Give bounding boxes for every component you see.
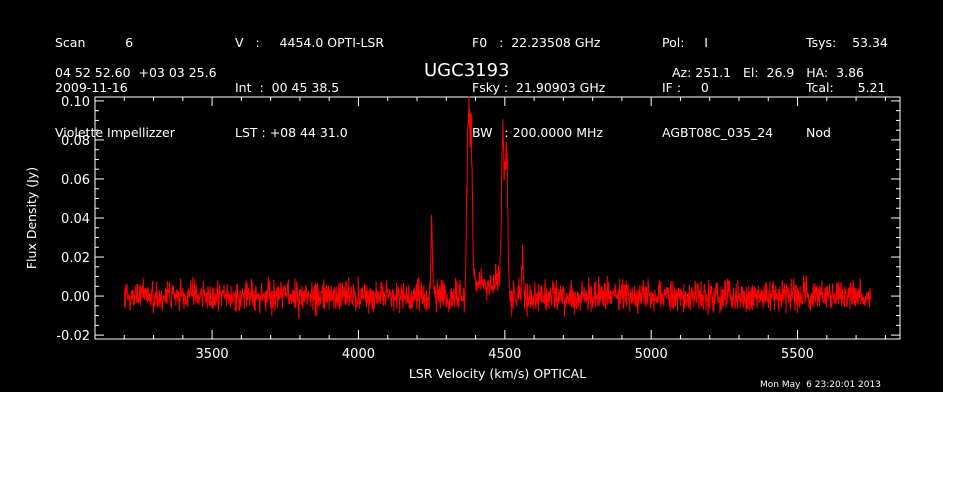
obs-mode: Nod	[806, 125, 831, 140]
y-tick-label: 0.00	[61, 290, 90, 305]
observer-name: Violette Impellizzer	[55, 125, 175, 140]
plot-panel: 3500 4000 4500 5000 5500 -0.02 0.00 0.02 0.04 0.0…	[0, 0, 943, 392]
y-tick-label: 0.02	[61, 251, 90, 266]
y-axis-label: Flux Density (Jy)	[24, 167, 39, 269]
project-id: AGBT08C_035_24	[662, 125, 774, 140]
header-tsys-block: Tsys: 53.34 Tcal: 5.21 Nod	[806, 5, 888, 170]
header-scan-block: Scan 6 2009-11-16 Violette Impellizzer	[55, 5, 175, 170]
plot-timestamp: Mon May 6 23:20:01 2013	[760, 380, 881, 390]
header-frequency-block: F0 : 22.23508 GHz Fsky : 21.90903 GHz BW…	[472, 5, 605, 170]
tsys-value: Tsys: 53.34	[806, 35, 888, 50]
obs-date: 2009-11-16	[55, 80, 128, 95]
y-tick-label: -0.02	[56, 329, 90, 344]
y-tick-label: 0.08	[61, 134, 90, 149]
velocity-value: V : 4454.0 OPTI-LSR	[235, 35, 385, 50]
tcal-value: Tcal: 5.21	[806, 80, 886, 95]
x-tick-label: 4000	[342, 347, 375, 362]
az-el-ha: Az: 251.1 El: 26.9 HA: 3.86	[672, 65, 865, 80]
bandwidth: BW : 200.0000 MHz	[472, 125, 603, 140]
flux-chart: 3500 4000 4500 5000 5500 -0.02 0.00 0.02 0.04 0.0…	[24, 95, 901, 381]
scan-number: Scan 6	[55, 35, 134, 50]
rest-frequency: F0 : 22.23508 GHz	[472, 35, 601, 50]
y-tick-label: 0.10	[61, 95, 90, 110]
x-axis-label: LSR Velocity (km/s) OPTICAL	[409, 366, 586, 381]
flux-series-0	[123, 96, 872, 320]
header-velocity-block: V : 4454.0 OPTI-LSR Int : 00 45 38.5 LST…	[235, 5, 384, 170]
polarization: Pol: I	[662, 35, 708, 50]
x-tick-label: 3500	[196, 347, 229, 362]
y-tick-label: 0.06	[61, 173, 90, 188]
source-coordinates: 04 52 52.60 +03 03 25.6	[55, 65, 217, 80]
header-pol-block: Pol: I IF : 0 AGBT08C_035_24	[662, 5, 773, 170]
y-tick-label: 0.04	[61, 212, 90, 227]
chart-title: UGC3193	[424, 60, 510, 81]
lst-value: LST : +08 44 31.0	[235, 125, 348, 140]
sky-frequency: Fsky : 21.90903 GHz	[472, 80, 606, 95]
x-tick-label: 5000	[635, 347, 668, 362]
x-tick-label: 5500	[781, 347, 814, 362]
integration-time: Int : 00 45 38.5	[235, 80, 340, 95]
if-number: IF : 0	[662, 80, 709, 95]
x-tick-label: 4500	[488, 347, 521, 362]
